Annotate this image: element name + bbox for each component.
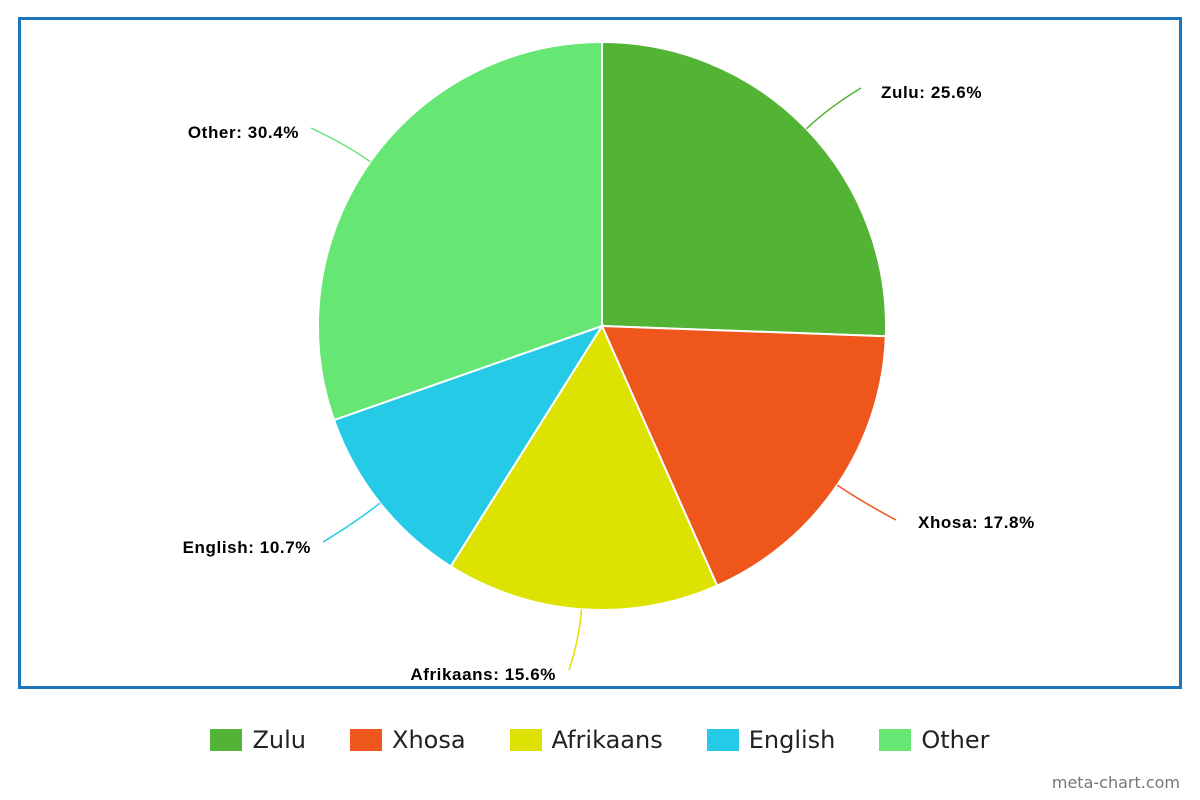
legend-label-afrikaans: Afrikaans — [551, 726, 663, 754]
slice-label-xhosa: Xhosa: 17.8% — [918, 513, 1035, 532]
pie-slice-zulu[interactable] — [601, 40, 887, 338]
pie-chart: Zulu: 25.6% Xhosa: 17.8% Afrikaans: 15.6% E… — [183, 40, 1035, 684]
leader-line-zulu — [805, 87, 862, 130]
pie-slice-xhosa[interactable] — [600, 324, 887, 587]
legend-item-xhosa[interactable]: Xhosa — [350, 726, 466, 754]
chart-frame: Zulu: 25.6% Xhosa: 17.8% Afrikaans: 15.6% E… — [18, 17, 1182, 689]
legend-swatch-afrikaans — [509, 729, 542, 751]
legend-item-english[interactable]: English — [706, 726, 836, 754]
credit-text[interactable]: meta-chart.com — [1051, 773, 1180, 792]
legend-swatch-xhosa — [350, 729, 382, 751]
slice-label-zulu: Zulu: 25.6% — [881, 83, 982, 102]
leader-line-xhosa — [836, 484, 897, 521]
legend-item-other[interactable]: Other — [879, 726, 990, 754]
leader-line-afrikaans — [568, 609, 583, 671]
slice-label-english: English: 10.7% — [183, 538, 311, 557]
slice-label-other: Other: 30.4% — [188, 123, 299, 142]
legend-item-zulu[interactable]: Zulu — [210, 726, 306, 754]
leader-line-english — [322, 502, 381, 543]
legend-swatch-english — [706, 729, 739, 751]
legend-label-english: English — [748, 726, 836, 754]
leader-line-other — [310, 127, 371, 163]
pie-slice-other[interactable] — [317, 40, 603, 422]
legend-label-zulu: Zulu — [252, 726, 306, 754]
legend-swatch-zulu — [210, 729, 243, 751]
legend: Zulu Xhosa Afrikaans English Other — [0, 720, 1200, 760]
legend-label-other: Other — [921, 726, 990, 754]
legend-item-afrikaans[interactable]: Afrikaans — [509, 726, 663, 754]
legend-swatch-other — [879, 729, 912, 751]
legend-label-xhosa: Xhosa — [392, 726, 466, 754]
slice-label-afrikaans: Afrikaans: 15.6% — [410, 665, 556, 684]
